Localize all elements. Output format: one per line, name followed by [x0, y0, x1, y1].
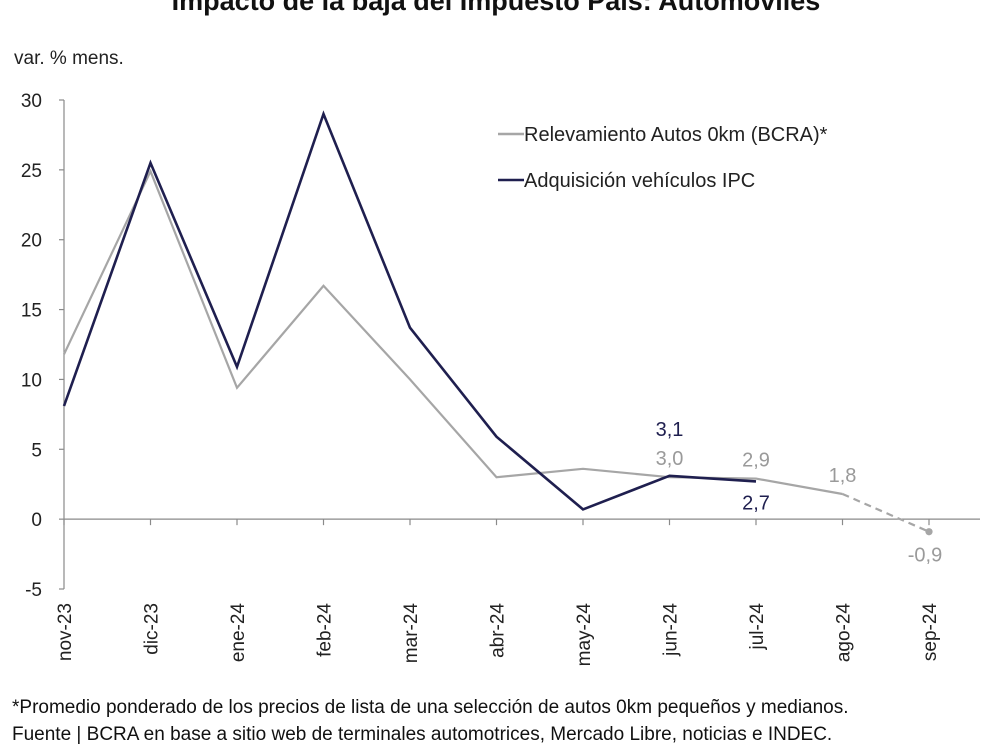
data-label: 2,7 [742, 492, 770, 514]
x-tick-label: nov-23 [55, 603, 76, 661]
data-label: 3,1 [656, 419, 684, 441]
x-tick-label: jun-24 [661, 603, 682, 657]
y-tick-label: 30 [21, 91, 42, 112]
x-tick-label: dic-23 [142, 603, 163, 655]
y-axis-label: var. % mens. [14, 48, 124, 69]
footnote-asterisk: *Promedio ponderado de los precios de li… [12, 697, 849, 718]
data-label: -0,9 [908, 545, 942, 567]
data-label: 1,8 [829, 465, 857, 487]
data-label: 3,0 [656, 448, 684, 470]
y-tick-label: 20 [21, 231, 42, 252]
x-tick-label: ene-24 [228, 603, 249, 663]
legend-label-1: Adquisición vehículos IPC [524, 170, 755, 192]
legend-label-0: Relevamiento Autos 0km (BCRA)* [524, 124, 828, 146]
y-tick-label: 0 [31, 510, 42, 531]
series-end-marker [925, 528, 933, 536]
y-tick-label: 25 [21, 161, 42, 182]
y-tick-label: -5 [25, 580, 42, 601]
x-tick-label: sep-24 [920, 603, 941, 662]
x-tick-label: jul-24 [747, 603, 768, 651]
series-line-1 [62, 110, 757, 511]
y-tick-label: 15 [21, 301, 42, 322]
series-line-0-projection [842, 492, 930, 533]
x-tick-label: mar-24 [401, 603, 422, 664]
x-tick-label: ago-24 [834, 603, 855, 663]
footnote-source: Fuente | BCRA en base a sitio web de ter… [12, 724, 833, 745]
y-tick-label: 10 [21, 370, 42, 391]
series-line-0 [63, 168, 843, 496]
legend: Relevamiento Autos 0km (BCRA)* Adquisició… [498, 124, 828, 192]
chart-title: Impacto de la baja del Impuesto País: Au… [171, 0, 821, 16]
x-tick-label: feb-24 [315, 603, 336, 657]
y-tick-label: 5 [31, 440, 42, 461]
x-tick-label: may-24 [574, 603, 595, 667]
data-label: 2,9 [742, 450, 770, 472]
x-tick-label: abr-24 [488, 603, 509, 658]
